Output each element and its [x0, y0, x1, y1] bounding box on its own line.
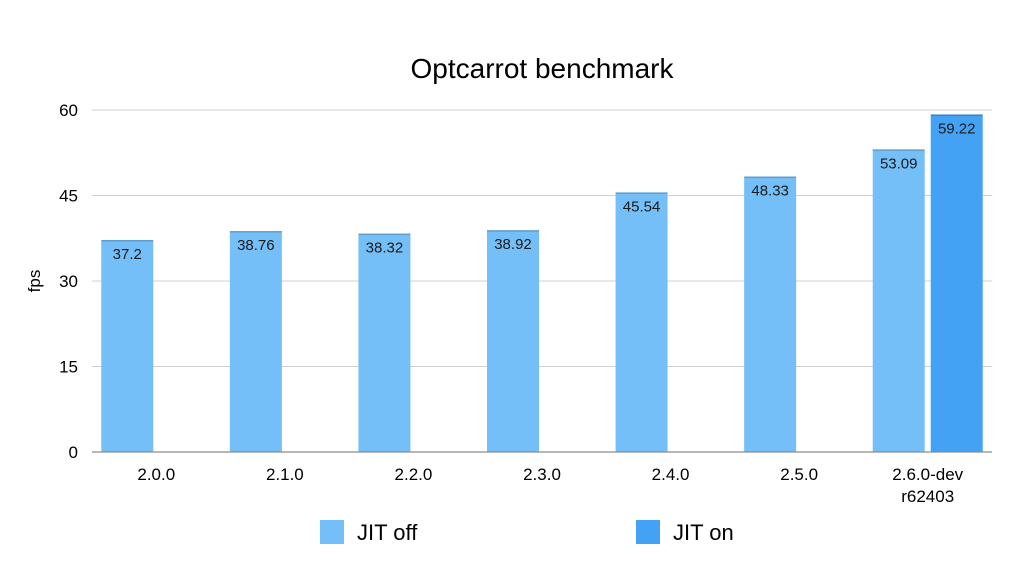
bar-jit-on: [930, 114, 983, 453]
gridlines: [92, 109, 992, 367]
y-tick-label: 60: [59, 101, 78, 120]
y-axis-ticks: 0 15 30 45 60: [59, 101, 78, 462]
bar-jit-off: [872, 149, 925, 452]
data-label: 38.92: [494, 236, 532, 253]
bar-top-edge: [487, 230, 539, 232]
data-label: 38.76: [237, 237, 275, 254]
x-tick-label: 2.1.0: [266, 465, 304, 484]
legend-label: JIT on: [673, 520, 734, 545]
data-labels: 37.2 38.76 38.32 38.92 45.54 48.33 53.09 59.22: [113, 120, 976, 263]
bar-jit-off: [358, 233, 411, 452]
x-axis-ticks: 2.0.0 2.1.0 2.2.0 2.3.0 2.4.0 2.5.0 2.6.0-dev r…: [137, 465, 963, 506]
legend-label: JIT off: [357, 520, 418, 545]
x-tick-label: r62403: [901, 487, 954, 506]
bar-top-edge: [358, 233, 411, 236]
chart-title: Optcarrot benchmark: [411, 53, 675, 84]
y-tick-label: 45: [59, 187, 78, 206]
bar-jit-off: [229, 231, 282, 452]
x-tick-label: 2.5.0: [780, 465, 818, 484]
bar-top-edge: [615, 192, 668, 194]
bar-jit-off: [615, 192, 668, 452]
bar-jit-off: [487, 230, 539, 452]
data-label: 37.2: [113, 246, 142, 263]
bar-jit-off: [744, 176, 797, 453]
bar-jit-off: [101, 239, 154, 452]
legend-swatch: [636, 520, 660, 544]
bar-top-edge: [930, 114, 983, 116]
data-label: 59.22: [938, 120, 976, 137]
x-tick-label: 2.2.0: [395, 465, 433, 484]
bar-top-edge: [229, 231, 282, 233]
legend: JIT off JIT on: [320, 520, 734, 545]
x-tick-label: 2.4.0: [652, 465, 690, 484]
data-label: 48.33: [751, 183, 789, 200]
bar-top-edge: [872, 149, 925, 151]
bars: [101, 114, 983, 453]
data-label: 45.54: [623, 198, 661, 215]
x-tick-label: 2.6.0-dev: [892, 465, 963, 484]
x-tick-label: 2.0.0: [137, 465, 175, 484]
y-axis-label: fps: [25, 270, 44, 293]
data-label: 53.09: [880, 155, 918, 172]
legend-swatch: [320, 520, 344, 544]
x-tick-label: 2.3.0: [523, 465, 561, 484]
bar-top-edge: [101, 239, 154, 242]
bar-top-edge: [744, 176, 797, 179]
y-tick-label: 0: [69, 443, 78, 462]
data-label: 38.32: [366, 240, 404, 257]
y-tick-label: 30: [59, 272, 78, 291]
y-tick-label: 15: [59, 358, 78, 377]
